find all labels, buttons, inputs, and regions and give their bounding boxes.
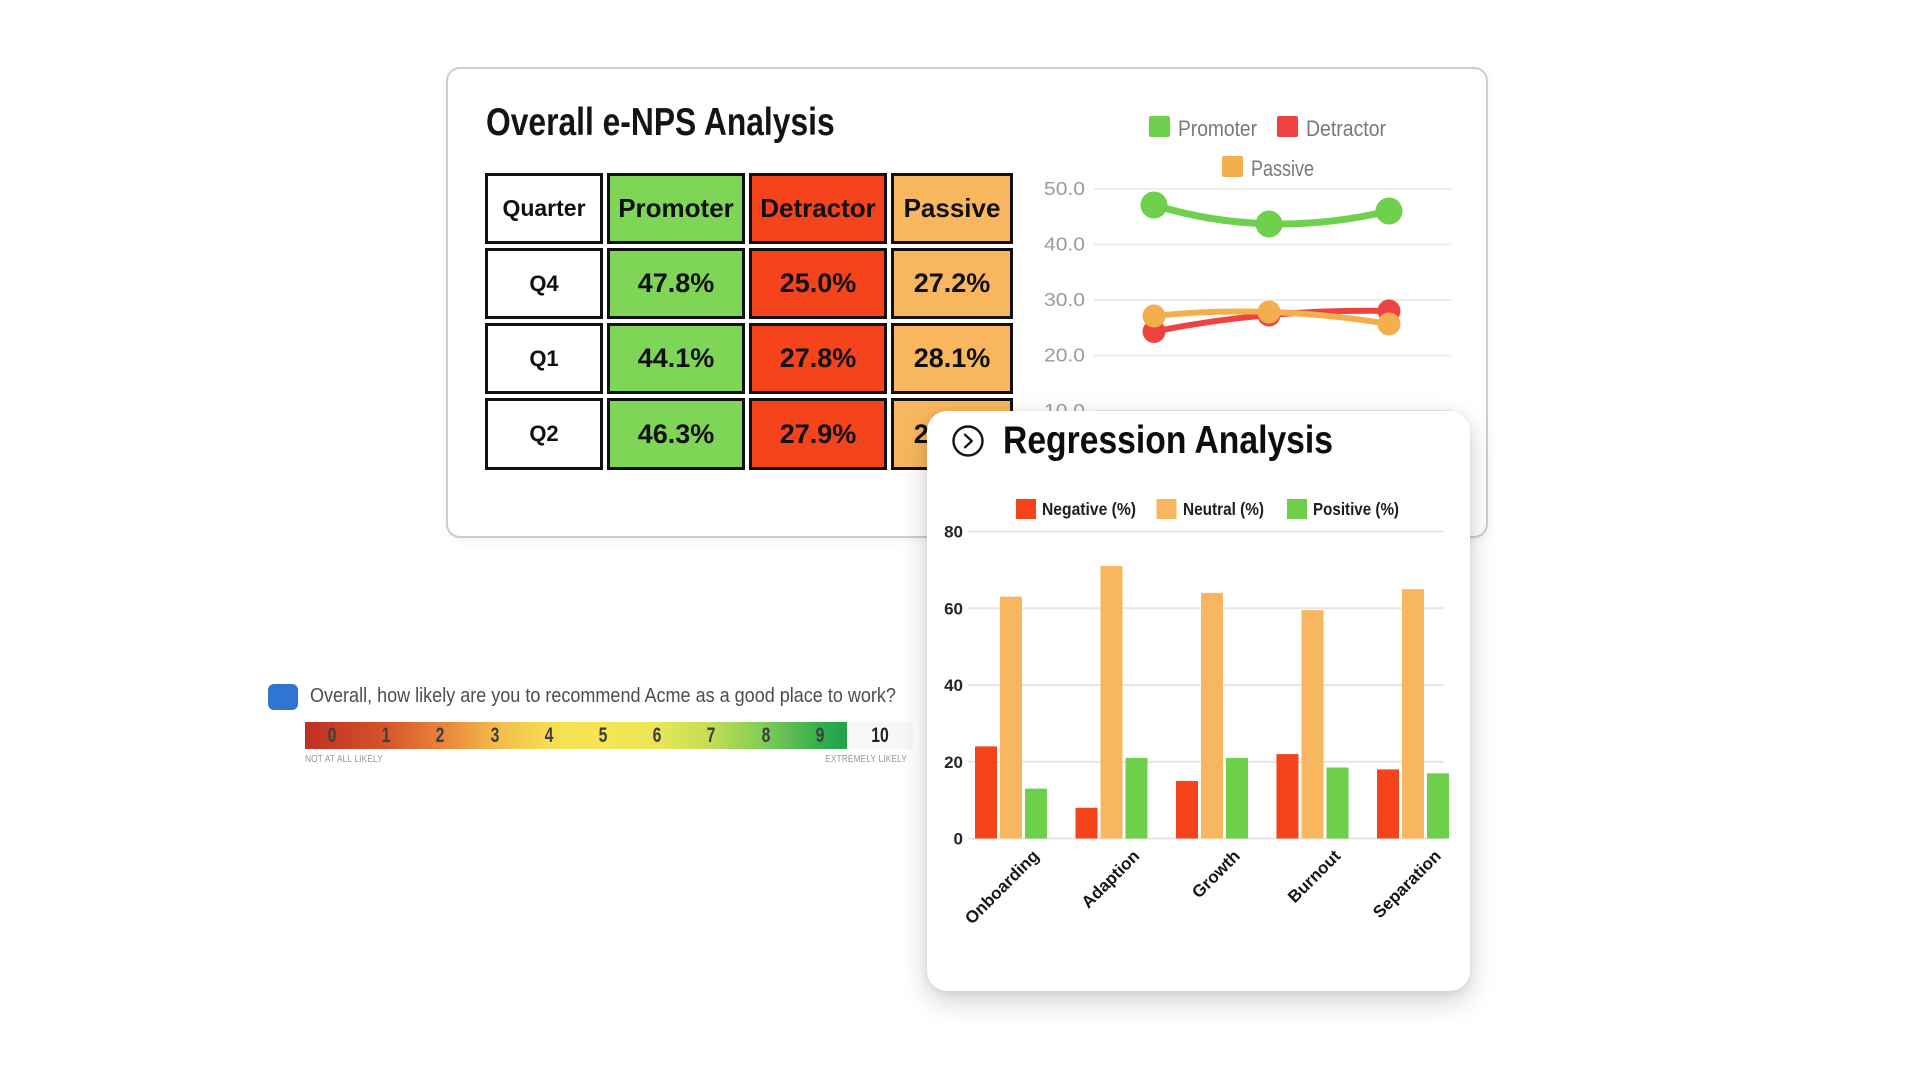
svg-text:0: 0: [954, 830, 963, 849]
svg-text:Adaption: Adaption: [1078, 846, 1144, 912]
svg-text:Burnout: Burnout: [1284, 846, 1344, 906]
svg-text:80: 80: [944, 523, 963, 542]
svg-text:Regression Analysis: Regression Analysis: [1003, 419, 1333, 462]
svg-text:Onboarding: Onboarding: [961, 846, 1043, 928]
svg-text:Positive (%): Positive (%): [1313, 499, 1399, 519]
svg-text:Separation: Separation: [1369, 846, 1445, 922]
svg-text:20: 20: [944, 753, 963, 772]
svg-text:Neutral (%): Neutral (%): [1183, 499, 1264, 519]
svg-text:60: 60: [944, 599, 963, 618]
svg-text:40: 40: [944, 676, 963, 695]
svg-text:Growth: Growth: [1188, 846, 1244, 902]
svg-text:Negative (%): Negative (%): [1042, 499, 1136, 519]
